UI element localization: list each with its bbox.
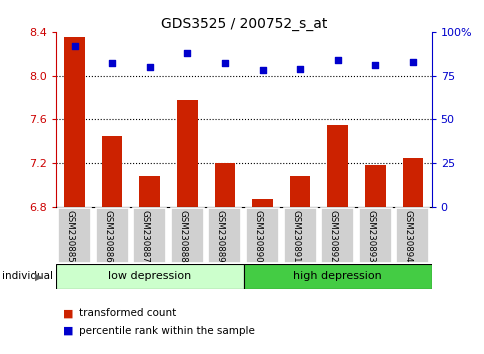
- Bar: [402, 158, 423, 207]
- Text: high depression: high depression: [293, 272, 381, 281]
- Bar: [327, 125, 348, 207]
- FancyBboxPatch shape: [245, 208, 278, 263]
- Text: GSM230891: GSM230891: [290, 210, 300, 263]
- Bar: [177, 100, 197, 207]
- Point: [258, 68, 266, 73]
- Text: GSM230885: GSM230885: [65, 210, 75, 263]
- FancyBboxPatch shape: [358, 208, 391, 263]
- Text: ■: ■: [63, 308, 74, 318]
- Bar: [64, 37, 85, 207]
- Bar: [289, 176, 310, 207]
- Point: [333, 57, 341, 63]
- Text: percentile rank within the sample: percentile rank within the sample: [78, 326, 254, 336]
- FancyBboxPatch shape: [95, 208, 128, 263]
- FancyBboxPatch shape: [320, 208, 353, 263]
- FancyBboxPatch shape: [208, 208, 241, 263]
- Text: GSM230886: GSM230886: [103, 210, 112, 263]
- Text: ■: ■: [63, 326, 74, 336]
- Title: GDS3525 / 200752_s_at: GDS3525 / 200752_s_at: [160, 17, 326, 31]
- Bar: [252, 199, 272, 207]
- Point: [296, 66, 303, 72]
- FancyBboxPatch shape: [56, 264, 243, 289]
- Point: [221, 61, 228, 66]
- Bar: [139, 176, 160, 207]
- Text: GSM230889: GSM230889: [215, 210, 225, 263]
- Bar: [364, 165, 385, 207]
- Text: GSM230892: GSM230892: [328, 210, 337, 263]
- Point: [371, 62, 378, 68]
- FancyBboxPatch shape: [170, 208, 203, 263]
- Text: GSM230893: GSM230893: [365, 210, 375, 263]
- Point: [71, 43, 78, 49]
- Text: GSM230887: GSM230887: [140, 210, 150, 263]
- Text: GSM230890: GSM230890: [253, 210, 262, 263]
- FancyBboxPatch shape: [133, 208, 166, 263]
- Point: [108, 61, 116, 66]
- Point: [146, 64, 153, 70]
- Bar: [214, 163, 235, 207]
- FancyBboxPatch shape: [283, 208, 316, 263]
- Point: [183, 50, 191, 56]
- FancyBboxPatch shape: [58, 208, 91, 263]
- Text: transformed count: transformed count: [78, 308, 176, 318]
- Text: low depression: low depression: [108, 272, 191, 281]
- FancyBboxPatch shape: [243, 264, 431, 289]
- Text: ▶: ▶: [35, 272, 43, 281]
- Text: individual: individual: [2, 272, 53, 281]
- Point: [408, 59, 416, 64]
- Bar: [102, 136, 122, 207]
- Text: GSM230894: GSM230894: [403, 210, 412, 263]
- Text: GSM230888: GSM230888: [178, 210, 187, 263]
- FancyBboxPatch shape: [395, 208, 428, 263]
